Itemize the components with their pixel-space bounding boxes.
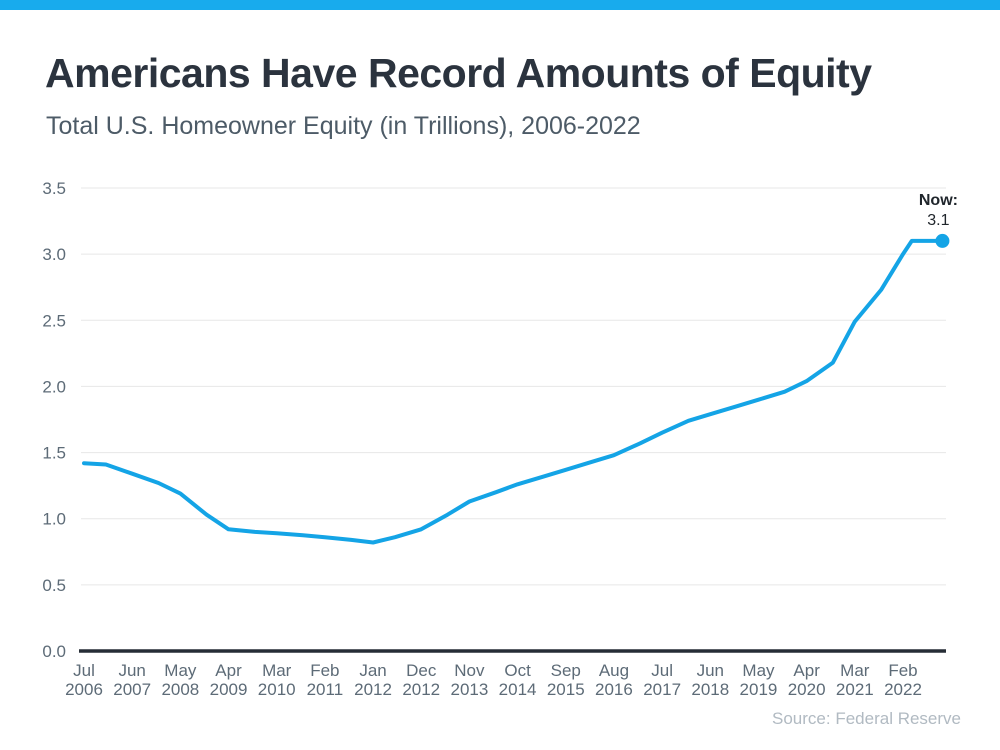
x-tick-year-label: 2008	[161, 680, 199, 699]
x-tick-year-label: 2011	[307, 680, 344, 699]
x-tick-month-label: Mar	[840, 661, 870, 680]
x-tick-month-label: Oct	[504, 661, 531, 680]
source-credit: Source: Federal Reserve	[772, 709, 961, 728]
y-tick-label: 2.0	[42, 377, 66, 396]
x-tick-year-label: 2018	[691, 680, 729, 699]
x-tick-year-label: 2014	[499, 680, 537, 699]
x-tick-month-label: Apr	[215, 661, 242, 680]
x-tick-year-label: 2020	[788, 680, 826, 699]
x-tick-year-label: 2013	[450, 680, 488, 699]
x-tick-month-label: Feb	[310, 661, 339, 680]
y-tick-label: 2.5	[42, 311, 66, 330]
x-tick-month-label: Jun	[118, 661, 145, 680]
x-tick-year-label: 2010	[258, 680, 296, 699]
y-tick-label: 0.0	[42, 642, 66, 661]
x-tick-month-label: Jul	[73, 661, 95, 680]
x-tick-year-label: 2009	[210, 680, 248, 699]
now-annotation-label: Now:	[919, 192, 958, 209]
x-tick-year-label: 2019	[740, 680, 778, 699]
x-tick-year-label: 2022	[884, 680, 922, 699]
page-title: Americans Have Record Amounts of Equity	[45, 50, 872, 96]
x-tick-month-label: Feb	[888, 661, 917, 680]
y-tick-label: 3.5	[42, 179, 66, 198]
y-tick-label: 0.5	[42, 576, 66, 595]
x-tick-month-label: Aug	[599, 661, 629, 680]
x-tick-month-label: Dec	[406, 661, 437, 680]
y-tick-label: 3.0	[42, 245, 66, 264]
now-data-point	[935, 233, 950, 248]
x-tick-year-label: 2021	[836, 680, 874, 699]
x-tick-month-label: Nov	[454, 661, 485, 680]
x-tick-month-label: Jun	[697, 661, 724, 680]
page-subtitle: Total U.S. Homeowner Equity (in Trillion…	[46, 112, 641, 141]
top-accent-bar	[0, 0, 1000, 10]
y-tick-label: 1.5	[42, 444, 66, 463]
now-annotation-value: 3.1	[927, 212, 949, 229]
x-tick-year-label: 2015	[547, 680, 585, 699]
x-tick-year-label: 2017	[643, 680, 681, 699]
x-tick-month-label: Mar	[262, 661, 292, 680]
equity-series-line	[82, 238, 945, 545]
x-tick-year-label: 2007	[113, 680, 151, 699]
x-tick-month-label: Apr	[793, 661, 820, 680]
y-tick-label: 1.0	[42, 510, 66, 529]
x-tick-month-label: May	[742, 661, 775, 680]
x-tick-year-label: 2012	[354, 680, 392, 699]
x-tick-month-label: Jan	[359, 661, 386, 680]
x-tick-month-label: Sep	[551, 661, 581, 680]
x-tick-year-label: 2006	[65, 680, 103, 699]
x-tick-year-label: 2012	[402, 680, 440, 699]
chart-header: Americans Have Record Amounts of Equity …	[0, 50, 1000, 141]
x-tick-month-label: Jul	[651, 661, 673, 680]
x-tick-year-label: 2016	[595, 680, 633, 699]
x-tick-month-label: May	[164, 661, 197, 680]
